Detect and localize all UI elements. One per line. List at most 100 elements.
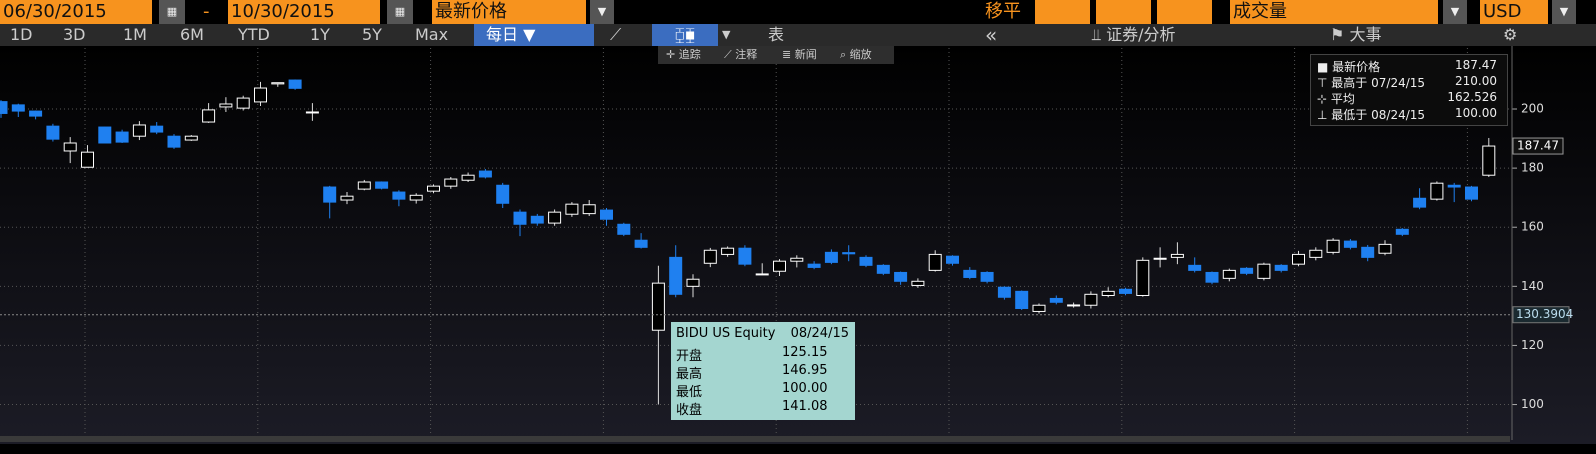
calendar-icon[interactable]: ▦ [387,0,413,24]
candle-down [876,264,890,274]
candle-down [894,271,908,282]
candle-down [1361,246,1375,258]
tool-button[interactable]: ≣ 新闻 [782,48,817,61]
candle-up [219,103,233,108]
candle-up [1309,249,1323,258]
candle-down [530,215,544,224]
candle-up [81,151,94,168]
candle-up [582,204,596,215]
candle-up [1153,257,1167,260]
frequency[interactable]: 每日 ▼ [474,24,594,46]
crosshair-box [1512,306,1570,324]
candle-down [1447,184,1461,188]
period-button[interactable]: 5Y [362,25,382,44]
currency[interactable]: USD [1480,0,1548,24]
period-button[interactable]: 6M [180,25,204,44]
settings[interactable]: ⚙ [1503,25,1518,44]
candle-up [427,185,440,192]
candle-down [392,191,406,200]
candle-down [150,125,164,133]
ma-input[interactable] [1035,0,1090,24]
candle-down [0,101,8,114]
tool-label: 新闻 [794,48,817,61]
legend-avg: ⊹ 平均 [1317,92,1355,106]
tool-label: 追踪 [678,48,701,61]
period-button[interactable]: Max [415,25,449,44]
period-button[interactable]: 3D [63,25,86,44]
candle-up [790,257,804,262]
frequency-text: 每日 [486,25,519,44]
last-price-label: 187.47 [1517,139,1559,153]
candle-up [755,273,769,276]
candle-icon[interactable]: ⧮⧯ [652,24,718,46]
tool-bar: ✛ 追踪 ⟋ 注释 ≣ 新闻 ⌕ 缩放 [658,46,894,64]
period-button[interactable]: 1Y [310,25,330,44]
start-date[interactable]: 06/30/2015 [0,0,152,24]
period-button[interactable]: YTD [238,25,270,44]
candle-up [254,87,267,103]
tool-button[interactable]: ⌕ 缩放 [840,48,872,61]
moving-average[interactable]: 移平 [985,1,1021,22]
collapse[interactable]: « [985,23,998,47]
candle-up [548,211,562,224]
candle-up [686,278,700,287]
tool-button[interactable]: ✛ 追踪 [666,48,701,61]
legend-label: 平均 [1330,92,1355,106]
candle-down [1205,271,1219,283]
candle-down [29,110,43,117]
last-price-box [1512,137,1564,155]
volume-select[interactable]: 成交量 [1230,0,1438,24]
legend-low: ⊥ 最低于 08/24/15 [1317,108,1426,122]
candle-down [859,256,873,266]
candle-down [963,269,977,278]
candle-down [1343,240,1357,248]
candle-down [634,239,648,248]
candle-up [1084,293,1098,306]
candle-down [997,286,1011,298]
candle-down [617,223,631,235]
candle-down [288,79,302,89]
dropdown[interactable]: ▼ [722,28,731,41]
candle-up [1482,145,1496,176]
candle-up [1101,290,1115,296]
candle-down [98,126,112,144]
table-button[interactable]: 表 [768,25,785,44]
tool-button[interactable]: ⟋ 注释 [724,48,758,61]
candle-up [1430,182,1444,200]
candle-down [375,181,389,189]
y-tick-label: 120 [1521,338,1544,352]
candle-up [1292,253,1305,265]
ma-input[interactable] [1096,0,1151,24]
field-select[interactable]: 最新价格 [432,0,586,24]
candle-up [271,82,285,85]
dropdown[interactable]: ▼ [590,0,614,24]
calendar-icon[interactable]: ▦ [159,0,185,24]
ma-input[interactable] [1157,0,1212,24]
candle-down [980,271,994,282]
events[interactable]: ⚑ 大事 [1330,25,1382,44]
toolbar [0,24,1596,46]
tooltip: BIDU US Equity 08/24/15 开盘 125.15 最高 146.95… [671,322,855,420]
candle-up [1222,269,1236,279]
candle-up [1257,263,1271,279]
candle-down [824,251,838,263]
period-button[interactable]: 1D [10,25,33,44]
candle-up [202,109,216,123]
tooltip-label: 开盘 [676,349,703,364]
end-date[interactable]: 10/30/2015 [228,0,380,24]
tooltip-value: 125.15 [782,345,828,360]
y-tick-label: 180 [1521,161,1544,175]
securities[interactable]: ⫫ 证券/分析 [1092,25,1176,44]
candle-up [1136,259,1150,296]
period-button[interactable]: 1M [123,25,147,44]
candle-up [340,195,354,201]
y-tick-label: 140 [1521,279,1544,293]
scrollbar[interactable] [0,436,1510,442]
dropdown[interactable]: ▼ [1552,0,1576,24]
dropdown[interactable]: ▼ [1443,0,1467,24]
legend-date: 07/24/15 [1371,76,1426,90]
candle-down [738,247,752,265]
tooltip-value: 100.00 [782,381,828,396]
line-chart-icon[interactable]: ⟋ [610,25,622,44]
